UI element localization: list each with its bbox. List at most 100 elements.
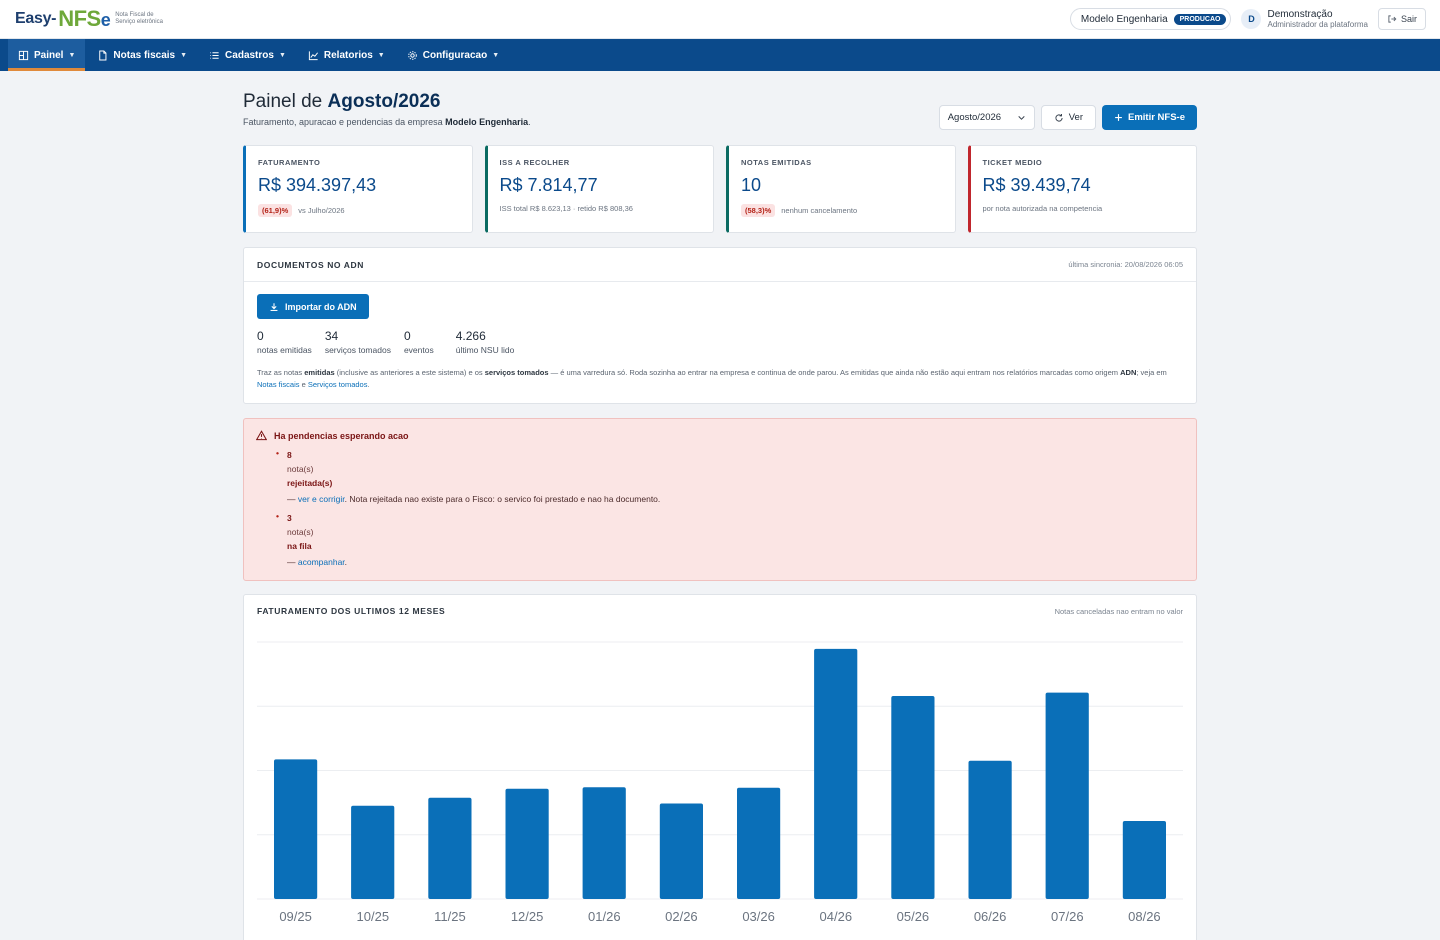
top-bar: Easy- NFSe Nota Fiscal de Serviço eletrôn…: [0, 0, 1440, 39]
bar-06-26[interactable]: [968, 760, 1012, 899]
bar-07-26[interactable]: [1045, 692, 1089, 899]
warning-icon: [256, 430, 267, 441]
logo-word: Easy-: [15, 10, 57, 27]
note-text: (inclusive as anteriores a este sistema)…: [334, 368, 485, 377]
bar-10-25[interactable]: [351, 805, 395, 899]
alert-unit: nota(s): [287, 527, 314, 537]
panel-title: DOCUMENTOS NO ADN: [257, 259, 365, 270]
alert-title: Ha pendencias esperando acao: [274, 430, 409, 441]
link-servicos-tomados[interactable]: Serviços tomados: [307, 380, 368, 389]
note-text: e: [299, 380, 308, 389]
alert-item: • 3 nota(s) na fila — acompanhar.: [276, 511, 1184, 569]
adn-note: Traz as notas emitidas (inclusive as ant…: [257, 367, 1183, 391]
import-adn-button[interactable]: Importar do ADN: [257, 294, 369, 319]
link-notas-fiscais[interactable]: Notas fiscais: [257, 380, 300, 389]
note-strong: ADN: [1120, 368, 1137, 377]
chevron-down-icon: ▼: [278, 51, 286, 59]
nav-item-notas-fiscais[interactable]: Notas fiscais ▼: [87, 39, 197, 71]
note-text: ; veja em: [1136, 368, 1167, 377]
kpi-card-iss: ISS A RECOLHER R$ 7.814,77 ISS total R$ …: [484, 145, 714, 233]
logo-e: e: [100, 10, 111, 30]
alert-dash: —: [287, 494, 298, 504]
logo-tagline-2: Serviço eletrônica: [115, 19, 163, 25]
kpi-foot: por nota autorizada na competencia: [982, 204, 1103, 213]
bar-04-26[interactable]: [814, 648, 858, 899]
bar-09-25[interactable]: [274, 759, 318, 899]
kpi-value: R$ 7.814,77: [499, 175, 598, 195]
plus-icon: [1115, 114, 1122, 121]
nav-label-relatorios: Relatorios: [323, 49, 373, 61]
alert-unit: nota(s): [287, 464, 314, 474]
company-name: Modelo Engenharia: [1080, 13, 1168, 25]
page-subtitle-company: Modelo Engenharia: [445, 117, 529, 127]
bar-03-26[interactable]: [737, 787, 781, 899]
alert-count: 8: [287, 450, 292, 460]
adn-stats: 0 notas emitidas 34 serviços tomados 0 even…: [257, 329, 1183, 355]
chevron-down-icon: ▼: [68, 51, 76, 59]
dashboard-icon: [18, 50, 29, 60]
kpi-card-notas: NOTAS EMITIDAS 10 (58,3)% nenhum cancelam…: [726, 145, 956, 233]
kpi-foot: nenhum cancelamento: [781, 206, 858, 215]
stat-label: último NSU lido: [455, 345, 515, 355]
kpi-row: FATURAMENTO R$ 394.397,43 (61,9)% vs Julh…: [243, 145, 1197, 233]
kpi-foot: vs Julho/2026: [298, 206, 345, 215]
note-text: Traz as notas: [257, 368, 305, 377]
nav-item-painel[interactable]: Painel ▼: [8, 39, 86, 71]
alert-status: rejeitada(s): [287, 478, 333, 488]
kpi-label: ISS A RECOLHER: [499, 158, 570, 167]
company-selector[interactable]: Modelo Engenharia PRODUCAO: [1069, 8, 1232, 30]
emit-nfse-button[interactable]: Emitir NFS-e: [1101, 105, 1197, 130]
nav-label-notas-fiscais: Notas fiscais: [113, 49, 176, 61]
x-tick-label: 03/26: [742, 909, 775, 924]
emit-label: Emitir NFS-e: [1127, 112, 1185, 123]
revenue-chart-panel: FATURAMENTO DOS ULTIMOS 12 MESES Notas c…: [243, 594, 1197, 940]
bar-05-26[interactable]: [891, 696, 935, 899]
bar-11-25[interactable]: [428, 797, 472, 899]
download-icon: [270, 302, 278, 311]
app-logo[interactable]: Easy- NFSe Nota Fiscal de Serviço eletrôn…: [15, 8, 175, 30]
logout-button[interactable]: Sair: [1377, 8, 1426, 30]
fix-rejected-link[interactable]: ver e corrigir: [297, 494, 345, 504]
kpi-label: NOTAS EMITIDAS: [741, 158, 812, 167]
list-icon: [210, 51, 219, 59]
x-tick-label: 12/25: [511, 909, 544, 924]
logo-nfse: NFSe: [58, 8, 110, 30]
nav-label-painel: Painel: [34, 49, 64, 61]
note-text: — é uma varredura só. Roda sozinha ao en…: [548, 368, 1121, 377]
page-header: Painel de Agosto/2026 Faturamento, apura…: [243, 91, 1197, 145]
kpi-value: R$ 39.439,74: [982, 175, 1091, 195]
logout-icon: [1388, 15, 1397, 23]
last-sync: última sincronia: 20/08/2026 06:05: [1068, 260, 1183, 269]
nav-item-cadastros[interactable]: Cadastros ▼: [199, 39, 296, 71]
alert-desc: .: [344, 557, 348, 567]
bar-12-25[interactable]: [505, 788, 549, 899]
import-label: Importar do ADN: [285, 301, 357, 312]
view-button[interactable]: Ver: [1040, 105, 1096, 130]
chart-note: Notas canceladas nao entram no valor: [1054, 606, 1183, 616]
period-value: Agosto/2026: [947, 112, 1002, 123]
bullet: •: [276, 511, 279, 521]
period-select[interactable]: Agosto/2026: [938, 105, 1035, 130]
x-tick-label: 08/26: [1128, 909, 1161, 924]
stat: 0 notas emitidas: [257, 329, 312, 355]
change-badge: (58,3)%: [741, 204, 776, 217]
nav-item-relatorios[interactable]: Relatorios ▼: [298, 39, 395, 71]
user-name: Demonstração: [1267, 8, 1333, 20]
chart-icon: [308, 50, 318, 60]
bar-02-26[interactable]: [659, 803, 703, 900]
kpi-label: FATURAMENTO: [258, 158, 321, 167]
logout-label: Sair: [1400, 14, 1417, 24]
bar-08-26[interactable]: [1122, 821, 1166, 899]
bar-01-26[interactable]: [582, 787, 626, 899]
nav-label-cadastros: Cadastros: [225, 49, 274, 61]
gear-icon: [407, 50, 417, 60]
user-menu[interactable]: D Demonstração Administrador da platafor…: [1241, 9, 1368, 29]
note-text: .: [367, 380, 370, 389]
note-strong: emitidas: [304, 368, 335, 377]
stat: 0 eventos: [404, 329, 434, 355]
alert-count: 3: [287, 513, 292, 523]
stat-label: eventos: [403, 345, 434, 355]
follow-queue-link[interactable]: acompanhar: [297, 557, 345, 567]
page-title: Painel de Agosto/2026: [243, 91, 1197, 113]
nav-item-configuracao[interactable]: Configuracao ▼: [397, 39, 509, 71]
